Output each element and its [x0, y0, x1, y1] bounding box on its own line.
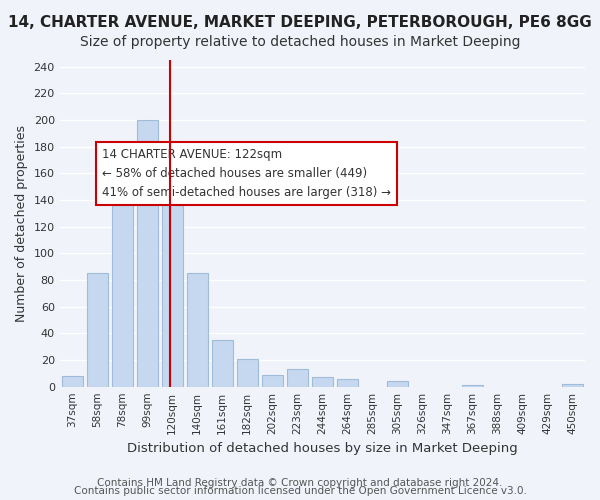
Bar: [86, 274, 108, 386]
Bar: [212, 340, 233, 386]
Bar: [562, 384, 583, 386]
Text: Size of property relative to detached houses in Market Deeping: Size of property relative to detached ho…: [80, 35, 520, 49]
Bar: [62, 376, 83, 386]
Bar: [137, 120, 158, 386]
X-axis label: Distribution of detached houses by size in Market Deeping: Distribution of detached houses by size …: [127, 442, 518, 455]
Bar: [112, 200, 133, 386]
Bar: [287, 370, 308, 386]
Bar: [387, 382, 408, 386]
Text: Contains HM Land Registry data © Crown copyright and database right 2024.: Contains HM Land Registry data © Crown c…: [97, 478, 503, 488]
Bar: [161, 170, 183, 386]
Bar: [312, 378, 333, 386]
Bar: [236, 358, 258, 386]
Bar: [262, 374, 283, 386]
Text: Contains public sector information licensed under the Open Government Licence v3: Contains public sector information licen…: [74, 486, 526, 496]
Y-axis label: Number of detached properties: Number of detached properties: [15, 125, 28, 322]
Bar: [187, 274, 208, 386]
Bar: [337, 378, 358, 386]
Text: 14, CHARTER AVENUE, MARKET DEEPING, PETERBOROUGH, PE6 8GG: 14, CHARTER AVENUE, MARKET DEEPING, PETE…: [8, 15, 592, 30]
Text: 14 CHARTER AVENUE: 122sqm
← 58% of detached houses are smaller (449)
41% of semi: 14 CHARTER AVENUE: 122sqm ← 58% of detac…: [101, 148, 391, 199]
